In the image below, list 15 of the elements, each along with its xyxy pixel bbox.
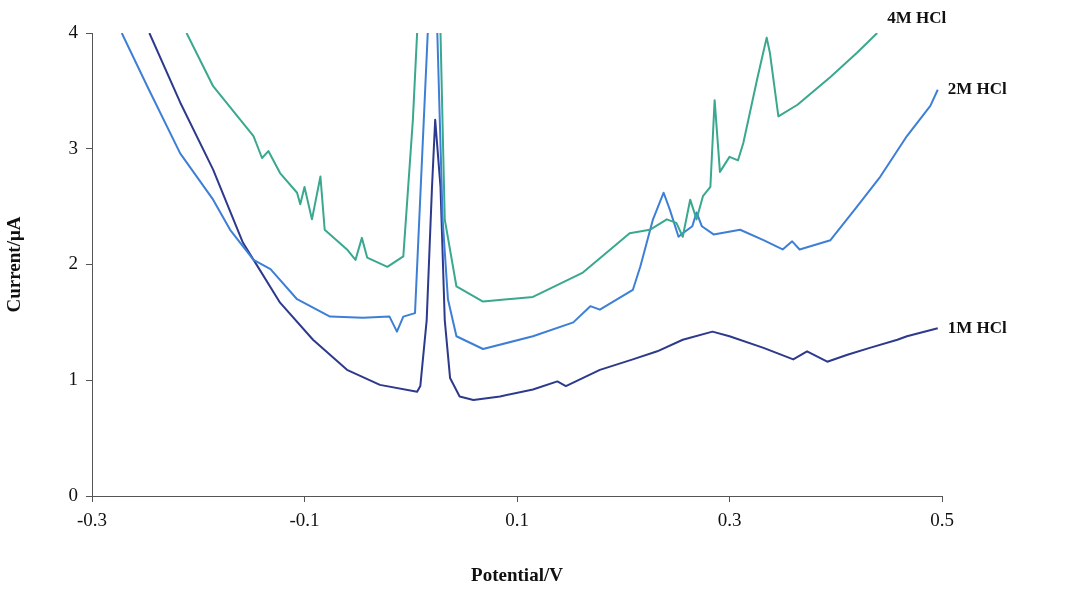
y-tick-label: 4	[68, 20, 79, 42]
y-tick-label: 1	[68, 368, 78, 390]
y-tick-label: 3	[68, 136, 78, 158]
x-axis-title: Potential/V	[471, 563, 564, 585]
x-tick-label: -0.3	[76, 509, 108, 531]
y-axis-title: Current/μA	[3, 216, 25, 313]
x-tick-label: 0.3	[717, 509, 742, 531]
y-tick-label: 0	[68, 483, 78, 505]
series-label: 2M HCl	[947, 79, 1008, 99]
y-tick-label: 2	[68, 252, 78, 274]
x-tick-label: -0.1	[289, 509, 320, 531]
x-tick-label: 0.5	[930, 509, 954, 531]
x-tick-label: 0.1	[505, 509, 529, 531]
series-label: 4M HCl	[887, 8, 947, 28]
series-label: 1M HCl	[947, 317, 1008, 337]
